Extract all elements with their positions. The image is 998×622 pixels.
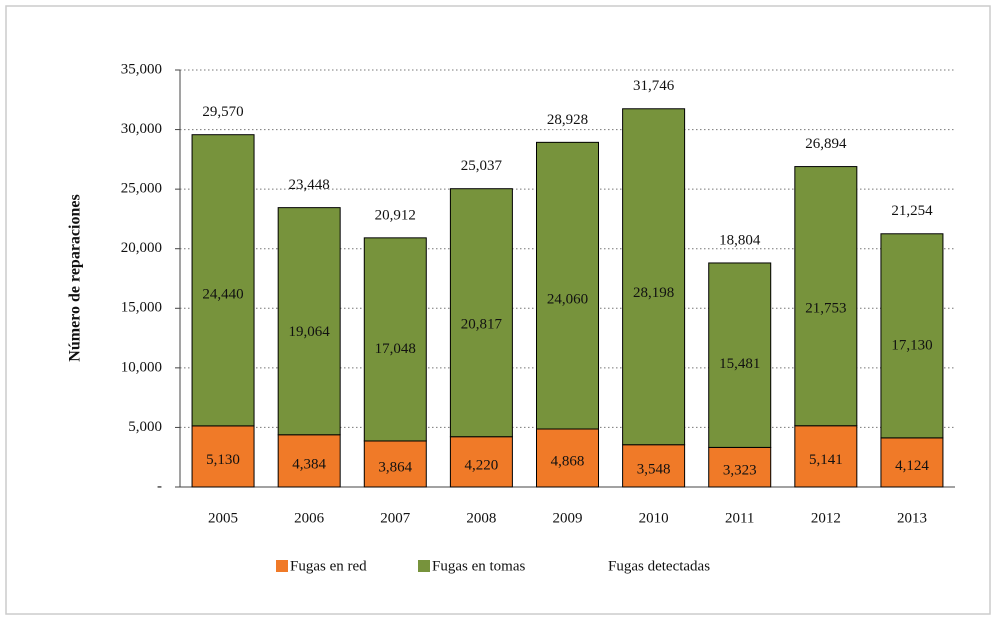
data-label: 4,384	[292, 456, 326, 472]
y-tick-label: 25,000	[121, 181, 162, 197]
bar-segment	[536, 141, 599, 430]
data-label: 3,323	[723, 463, 757, 479]
total-label: 31,746	[633, 78, 675, 94]
x-tick-label: 2010	[639, 510, 669, 526]
data-label: 4,868	[551, 453, 585, 469]
y-axis-title: Número de reparaciones	[67, 194, 84, 361]
data-label: 15,481	[719, 356, 760, 372]
bar-segment	[449, 188, 513, 438]
data-label: 24,440	[202, 286, 243, 302]
bar-segment	[622, 444, 686, 488]
legend-label: Fugas en tomas	[432, 558, 525, 574]
total-label: 20,912	[375, 207, 416, 223]
data-label: 19,064	[289, 324, 331, 340]
bar-segment	[277, 434, 341, 488]
legend-label: Fugas en red	[290, 558, 367, 574]
total-label: 26,894	[805, 136, 847, 152]
data-label: 24,060	[547, 291, 588, 307]
data-label: 3,864	[378, 459, 412, 475]
total-label: 23,448	[289, 177, 330, 193]
bar-segment	[622, 108, 686, 446]
bar-segment	[880, 437, 944, 488]
bar-segment	[277, 207, 341, 436]
data-label: 21,753	[805, 301, 846, 317]
legend-swatch	[276, 560, 288, 572]
y-tick-label: 15,000	[121, 300, 162, 316]
bar-segment	[880, 233, 944, 439]
y-tick-label: 10,000	[121, 359, 162, 375]
data-label: 4,220	[465, 457, 499, 473]
data-label: 4,124	[895, 458, 929, 474]
total-label: 21,254	[891, 203, 933, 219]
data-label: 28,198	[633, 285, 674, 301]
bar-segment	[794, 425, 858, 488]
data-label: 20,817	[461, 317, 503, 333]
data-label: 5,141	[809, 452, 843, 468]
y-tick-label: -	[157, 478, 162, 494]
y-tick-label: 30,000	[121, 121, 162, 137]
bar-segment	[363, 440, 427, 488]
y-tick-label: 35,000	[121, 61, 162, 77]
x-tick-label: 2011	[725, 510, 754, 526]
bar-segment	[708, 446, 772, 488]
bar-segment	[191, 425, 255, 488]
total-label: 25,037	[461, 158, 503, 174]
total-label: 18,804	[719, 232, 761, 248]
x-tick-label: 2006	[294, 510, 325, 526]
data-label: 3,548	[637, 461, 671, 477]
y-tick-label: 20,000	[121, 240, 162, 256]
legend-label: Fugas detectadas	[608, 558, 710, 574]
x-tick-label: 2007	[380, 510, 411, 526]
total-label: 28,928	[547, 112, 588, 128]
x-tick-label: 2009	[553, 510, 583, 526]
data-label: 17,048	[375, 341, 416, 357]
bar-segment	[708, 262, 772, 448]
data-label: 17,130	[891, 337, 932, 353]
bar-segment	[191, 134, 255, 427]
bar-segment	[794, 166, 858, 427]
total-label: 29,570	[202, 104, 243, 120]
y-tick-label: 5,000	[128, 419, 162, 435]
x-tick-label: 2008	[466, 510, 496, 526]
x-tick-label: 2005	[208, 510, 238, 526]
legend-swatch	[418, 560, 430, 572]
x-tick-label: 2013	[897, 510, 927, 526]
x-tick-label: 2012	[811, 510, 841, 526]
bar-segment	[363, 237, 427, 442]
data-label: 5,130	[206, 452, 240, 468]
